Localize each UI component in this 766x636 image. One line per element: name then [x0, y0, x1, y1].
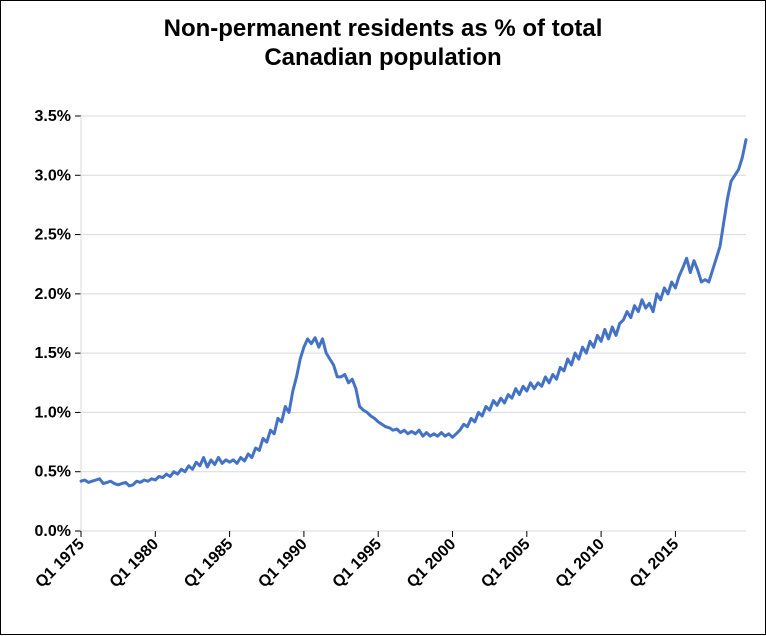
chart-svg: 0.0% 0.5% 1.0% 1.5% 2.0% 2.5% 3.0% 3.5% Q1 1975 Q…: [1, 81, 766, 636]
y-tick-label: 3.0%: [35, 167, 71, 184]
chart-title-line1: Non-permanent residents as % of total: [164, 15, 603, 42]
chart-title: Non-permanent residents as % of total Ca…: [1, 1, 765, 73]
x-tick-label: Q1 1980: [107, 536, 162, 591]
x-tick-label: Q1 1995: [330, 536, 385, 591]
y-tick-label: 0.0%: [35, 523, 71, 540]
data-line: [81, 140, 746, 486]
y-tick-label: 1.0%: [35, 404, 71, 421]
x-tick-label: Q1 1975: [32, 536, 87, 591]
x-tick-label: Q1 2015: [627, 536, 682, 591]
x-tick-label: Q1 2010: [553, 536, 608, 591]
chart-container: Non-permanent residents as % of total Ca…: [0, 0, 766, 635]
x-tick-label: Q1 2005: [478, 536, 533, 591]
x-tick-label: Q1 2000: [404, 536, 459, 591]
x-tick-label: Q1 1985: [181, 536, 236, 591]
y-tick-label: 0.5%: [35, 464, 71, 481]
y-tick-label: 2.5%: [35, 227, 71, 244]
chart-title-line2: Canadian population: [264, 44, 501, 71]
y-tick-label: 2.0%: [35, 286, 71, 303]
y-tick-label: 3.5%: [35, 108, 71, 125]
x-tick-label: Q1 1990: [255, 536, 310, 591]
y-tick-label: 1.5%: [35, 345, 71, 362]
